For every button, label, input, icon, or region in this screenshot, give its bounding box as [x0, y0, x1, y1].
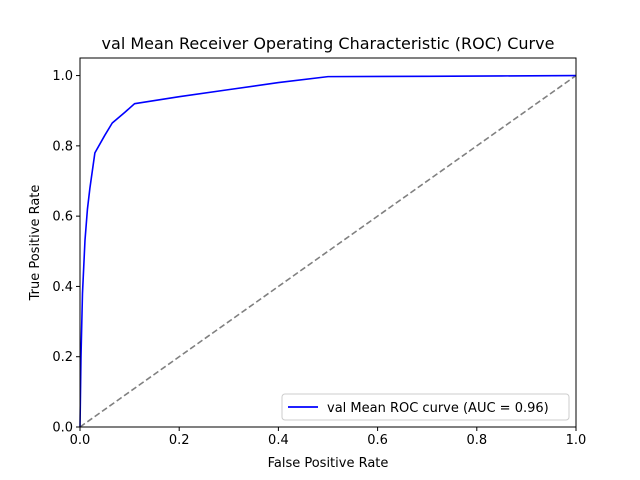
- series-layer: [79, 74, 577, 428]
- ticks-layer: 0.0 0.2 0.4 0.6 0.8 1.0 0.0 0.2 0.4 0.6 0.8 1.0: [52, 69, 586, 448]
- chance-diagonal-line: [79, 74, 577, 428]
- x-tick-label: 0.4: [268, 433, 289, 448]
- roc-curve-line: [79, 74, 577, 428]
- y-tick-label: 0.0: [52, 421, 73, 436]
- chart-title: val Mean Receiver Operating Characterist…: [102, 34, 555, 53]
- legend: val Mean ROC curve (AUC = 0.96): [281, 393, 570, 421]
- y-axis-label: True Positive Rate: [28, 185, 43, 302]
- y-tick-label: 1.0: [52, 69, 73, 84]
- plot-frame: [79, 57, 577, 428]
- x-tick-label: 0.0: [70, 433, 91, 448]
- y-tick-label: 0.4: [52, 280, 73, 295]
- x-tick-label: 0.8: [466, 433, 487, 448]
- x-tick-label: 0.2: [169, 433, 190, 448]
- y-tick-label: 0.2: [52, 350, 73, 365]
- x-tick-label: 1.0: [566, 433, 587, 448]
- y-tick-label: 0.8: [52, 139, 73, 154]
- legend-box: [281, 393, 570, 421]
- legend-label: val Mean ROC curve (AUC = 0.96): [327, 401, 549, 416]
- x-axis-label: False Positive Rate: [268, 456, 389, 471]
- y-tick-label: 0.6: [52, 210, 73, 225]
- x-tick-label: 0.6: [367, 433, 388, 448]
